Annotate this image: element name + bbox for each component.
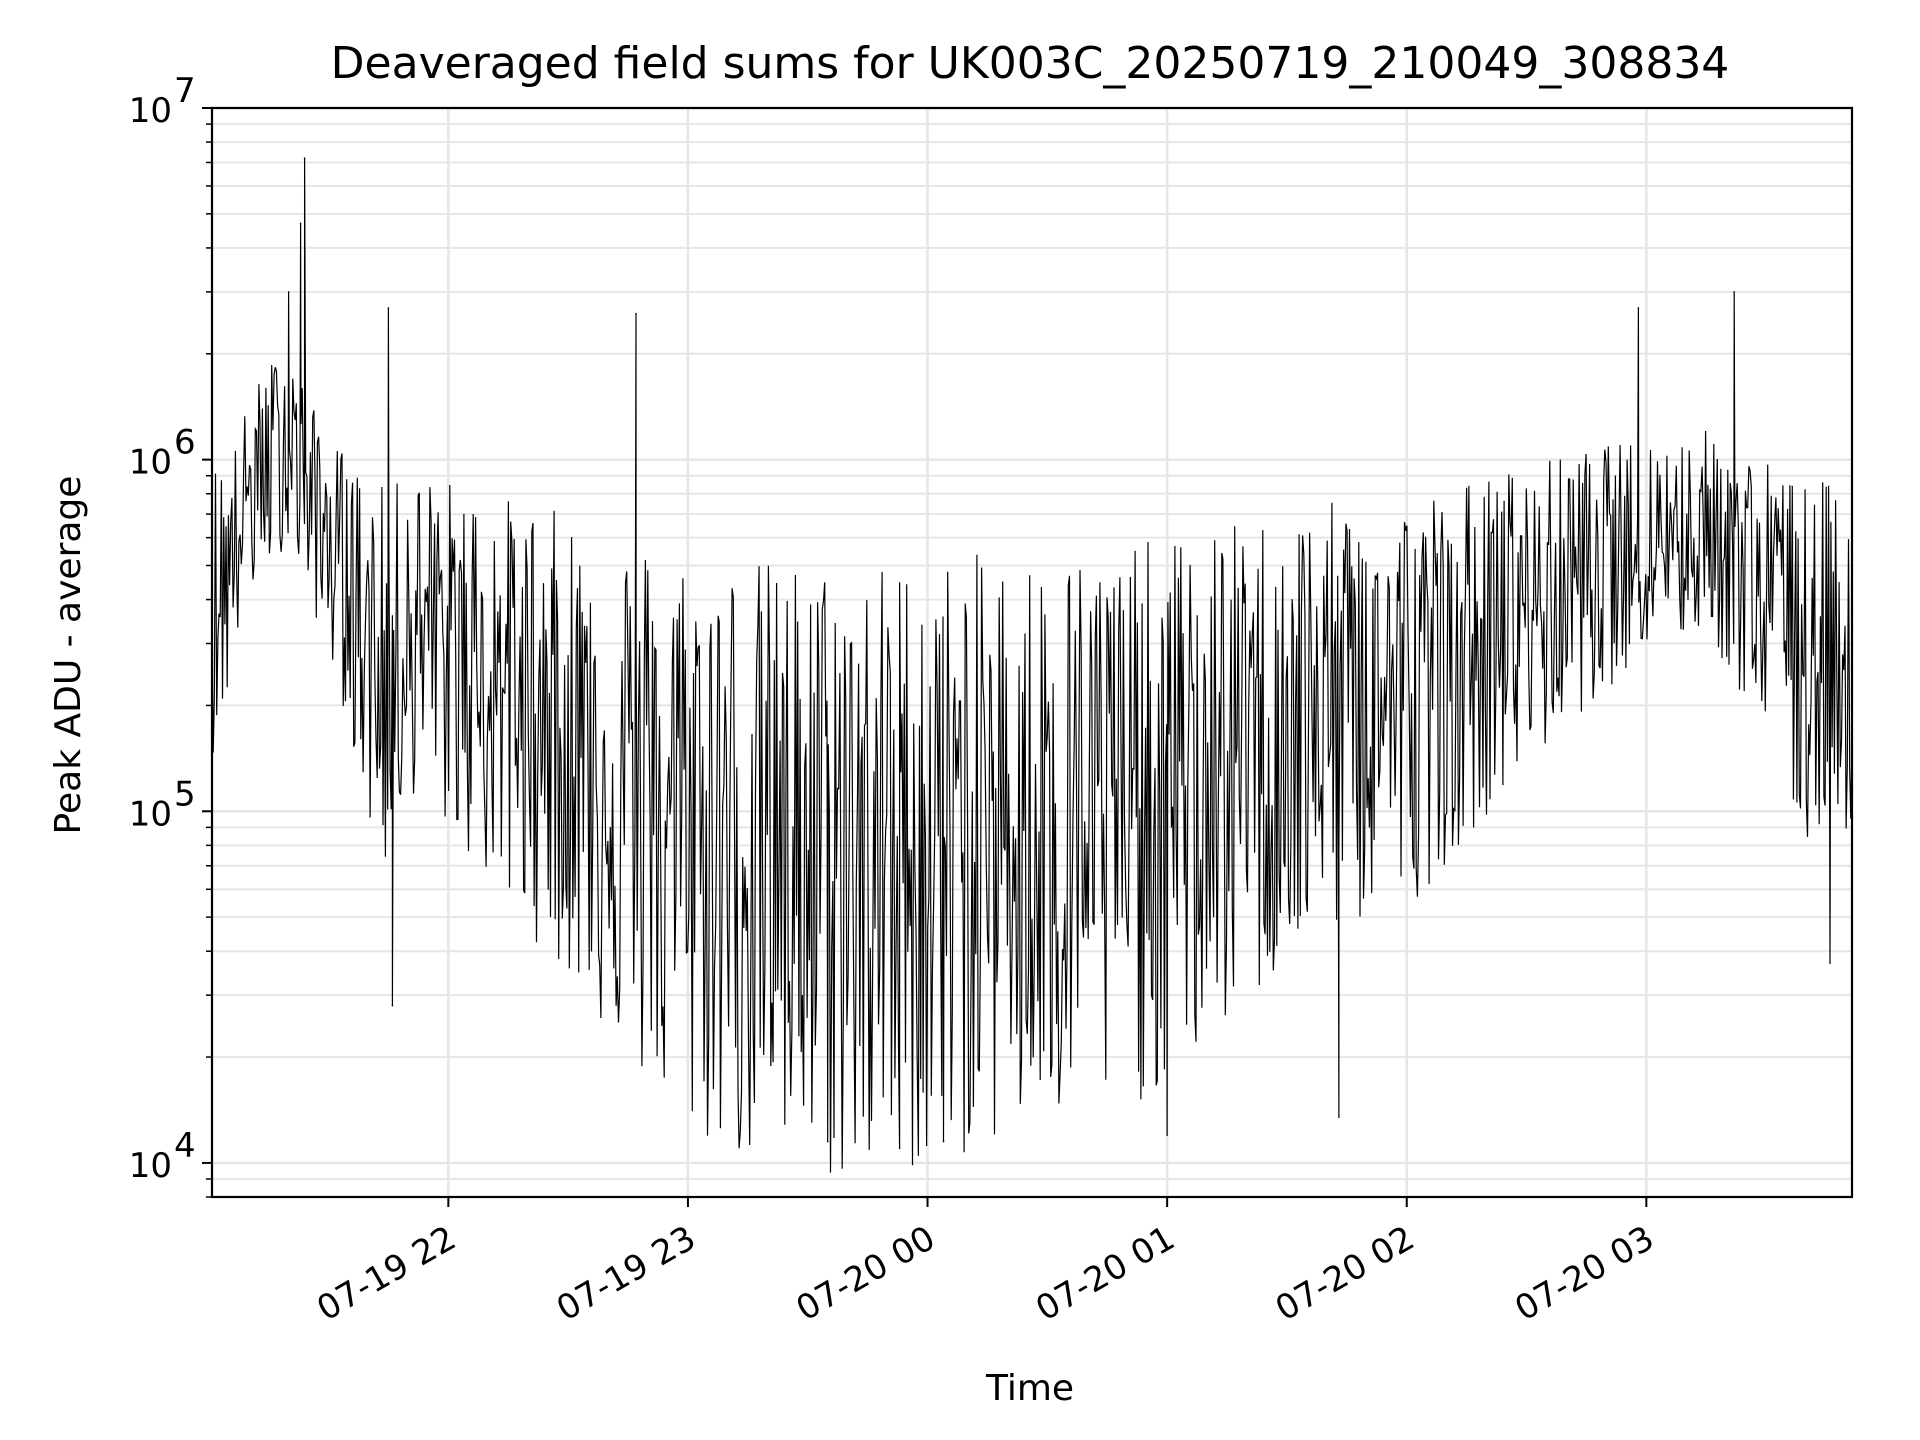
peak-point <box>1733 291 1735 293</box>
peak-point <box>898 1147 901 1150</box>
peak-point <box>826 1140 829 1143</box>
chart-title: Deaveraged field sums for UK003C_2025071… <box>331 38 1730 89</box>
series-line <box>211 158 1853 1173</box>
peak-point <box>1166 1134 1168 1136</box>
y-tick-exponent: 6 <box>174 423 196 463</box>
peak-point <box>387 307 390 309</box>
y-tick-label: 10 <box>129 794 172 834</box>
plot-frame <box>210 106 1854 1199</box>
tick-marks <box>202 107 1648 1207</box>
peak-point <box>635 312 637 315</box>
peak-point <box>299 222 302 225</box>
y-tick-exponent: 5 <box>174 774 196 814</box>
peak-point <box>942 1140 945 1143</box>
peak-point <box>287 291 290 293</box>
y-tick-label: 10 <box>129 443 172 483</box>
peak-point <box>1637 307 1640 309</box>
y-tick-label: 10 <box>129 1146 172 1186</box>
y-tick-exponent: 4 <box>174 1126 196 1166</box>
peak-point <box>391 1004 394 1007</box>
peak-point <box>1338 1116 1340 1118</box>
y-tick-exponent: 7 <box>174 71 196 111</box>
peak-point <box>303 157 306 159</box>
peak-point <box>1829 962 1831 964</box>
x-axis-label: Time <box>985 1368 1074 1409</box>
y-axis-label: Peak ADU - average <box>48 476 89 835</box>
series-line-layer <box>211 157 1853 1173</box>
y-tick-label: 10 <box>129 91 172 131</box>
